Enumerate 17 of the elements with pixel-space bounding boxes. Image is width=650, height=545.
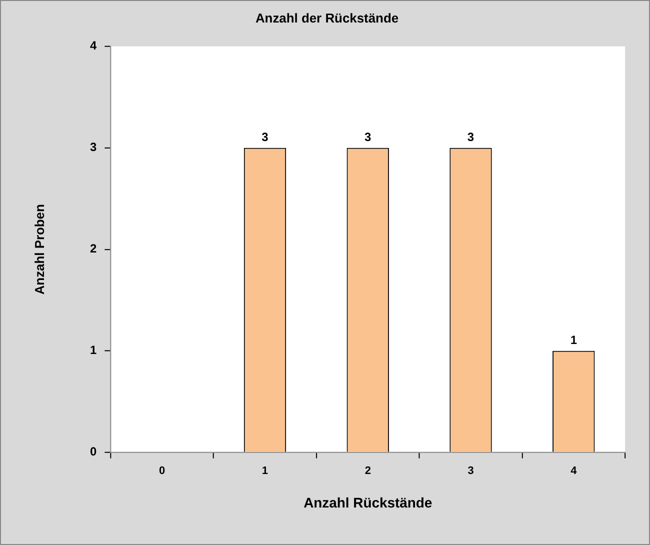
y-tick-label: 4 [90, 38, 98, 53]
x-axis-title: Anzahl Rückstände [304, 494, 432, 511]
y-tick-label: 3 [90, 140, 98, 154]
y-tick-label: 0 [90, 444, 98, 459]
y-axis-title: Anzahl Proben [32, 204, 48, 295]
data-label: 3 [364, 130, 372, 144]
data-label: 3 [262, 130, 269, 144]
chart-title: Anzahl der Rückstände [255, 10, 399, 26]
data-label: 1 [570, 333, 578, 348]
data-label: 3 [467, 130, 474, 144]
y-tick-label: 2 [90, 242, 98, 256]
x-tick-label: 3 [468, 464, 474, 477]
x-tick-label: 1 [262, 464, 268, 477]
y-tick-label: 1 [90, 343, 98, 358]
x-tick-label: 4 [570, 464, 578, 477]
x-tick-label: 2 [364, 464, 371, 477]
x-tick-label: 0 [159, 464, 166, 477]
